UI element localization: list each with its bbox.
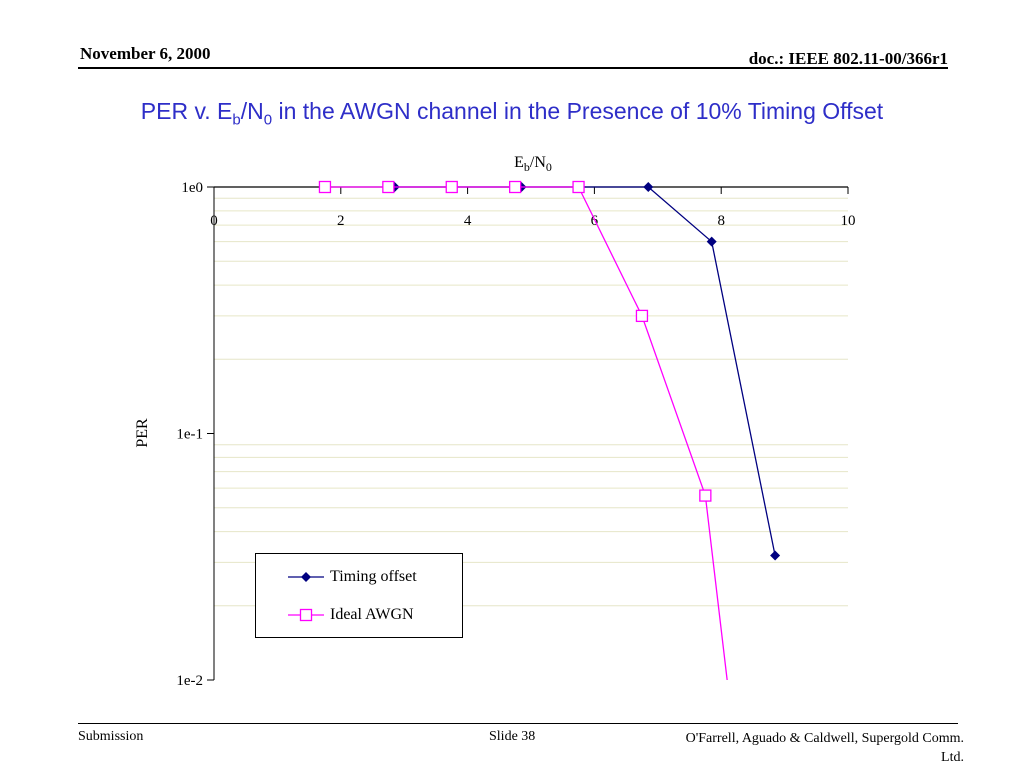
header-rule	[78, 67, 948, 69]
data-point-ideal-awgn	[382, 180, 395, 194]
slide-title: PER v. Eb/N0 in the AWGN channel in the …	[140, 98, 884, 129]
data-point-timing-offset	[706, 236, 717, 247]
legend-item-ideal-awgn: Ideal AWGN	[286, 605, 414, 625]
data-point-timing-offset	[643, 182, 654, 192]
x-tick-label: 10	[841, 213, 856, 229]
data-point-ideal-awgn	[635, 309, 649, 323]
y-tick-label: 1e0	[181, 180, 203, 196]
chart-legend: Timing offset Ideal AWGN	[255, 553, 463, 638]
y-tick-label: 1e-2	[176, 673, 203, 689]
data-point-ideal-awgn	[699, 489, 712, 502]
data-point-ideal-awgn	[318, 180, 332, 194]
legend-label: Timing offset	[330, 568, 417, 585]
footer-authors: O'Farrell, Aguado & Caldwell, Supergold …	[685, 731, 964, 765]
x-tick-label: 4	[464, 213, 472, 229]
footer-submission: Submission	[78, 729, 144, 744]
footer-slide-number: Slide 38	[489, 729, 536, 744]
y-tick-label: 1e-1	[176, 427, 203, 443]
data-point-ideal-awgn	[508, 180, 522, 194]
header-date: November 6, 2000	[80, 44, 211, 63]
legend-label: Ideal AWGN	[330, 606, 414, 623]
y-axis-label: PER	[134, 418, 151, 448]
diamond-marker-icon	[288, 572, 324, 582]
series-line-timing-offset	[394, 186, 776, 556]
header-doc-id: doc.: IEEE 802.11-00/366r1	[748, 49, 948, 68]
legend-item-timing-offset: Timing offset	[286, 567, 417, 587]
series-line-ideal-awgn	[324, 186, 728, 680]
x-tick-label: 0	[210, 213, 218, 229]
x-tick-label: 8	[717, 213, 725, 229]
footer-rule	[78, 723, 958, 724]
x-tick-label: 2	[337, 213, 345, 229]
data-point-timing-offset	[770, 550, 781, 561]
square-marker-icon	[288, 608, 324, 622]
data-point-ideal-awgn	[572, 180, 585, 194]
x-axis-label: Eb/N0	[514, 154, 552, 174]
data-point-ideal-awgn	[445, 180, 458, 194]
